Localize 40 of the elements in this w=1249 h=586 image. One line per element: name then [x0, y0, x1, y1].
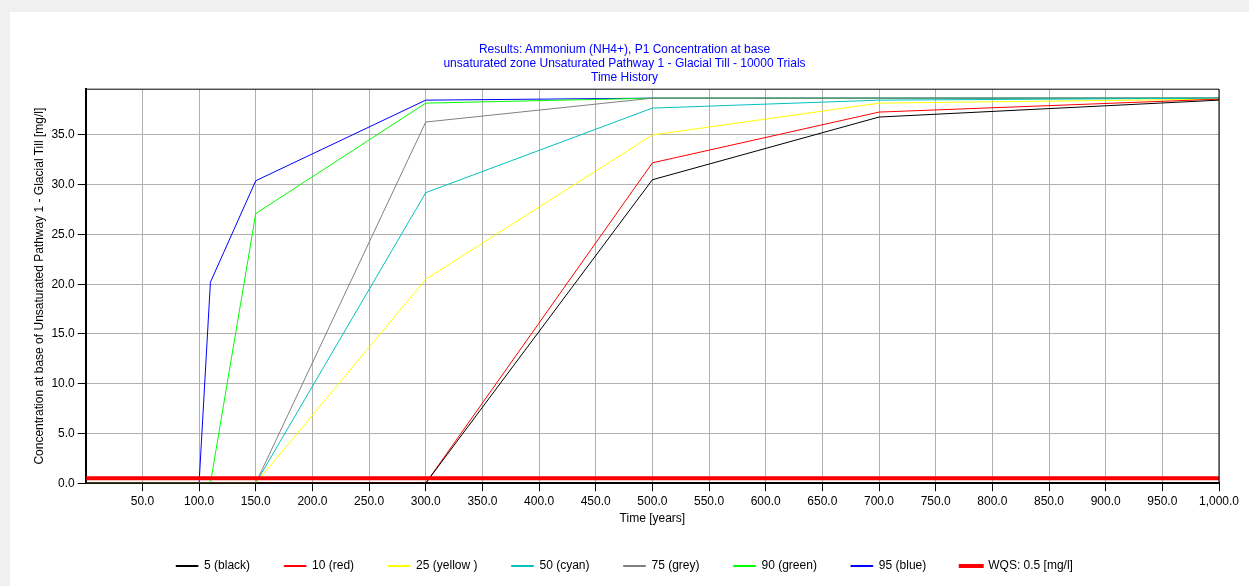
x-tick-label: 850.0	[1034, 493, 1065, 508]
x-tick-label: 150.0	[240, 493, 272, 508]
x-tick-label: 300.0	[410, 493, 442, 508]
y-axis-title: Concentration at base of Unsaturated Pathway 1 - Glacial Till [mg/l]	[31, 107, 46, 465]
x-tick-label: 650.0	[807, 493, 838, 508]
x-tick-label: 800.0	[977, 493, 1008, 508]
y-tick-label: 20.0	[51, 276, 76, 291]
y-tick-label: 10.0	[51, 376, 76, 391]
legend-label: 25 (yellow )	[416, 558, 478, 573]
y-tick-label: 25.0	[51, 226, 76, 241]
x-tick-label: 350.0	[467, 493, 498, 508]
x-tick-label: 750.0	[920, 493, 952, 508]
x-tick-label: 450.0	[580, 493, 612, 508]
legend-label: WQS: 0.5 [mg/l]	[988, 558, 1073, 573]
legend-label: 50 (cyan)	[539, 558, 590, 573]
y-tick-label: 30.0	[51, 177, 76, 192]
y-tick-label: 35.0	[51, 127, 76, 142]
x-tick-label: 950.0	[1147, 493, 1178, 508]
legend-label: 95 (blue)	[878, 558, 927, 573]
x-tick-label: 400.0	[524, 493, 555, 508]
x-tick-label: 1,000.0	[1198, 493, 1240, 508]
x-tick-label: 500.0	[637, 493, 668, 508]
chart-subtitle: unsaturated zone Unsaturated Pathway 1 - Glacial Till - 10000 Trials Time History	[443, 55, 806, 85]
x-tick-label: 700.0	[864, 493, 895, 508]
legend-label: 75 (grey)	[651, 558, 700, 573]
y-tick-label: 0.0	[58, 475, 76, 490]
y-tick-label: 5.0	[58, 425, 76, 440]
x-tick-label: 250.0	[354, 493, 385, 508]
legend-label: 10 (red)	[312, 558, 355, 573]
chart-title: Results: Ammonium (NH4+), P1 Concentration at base	[478, 41, 771, 56]
legend-label: 90 (green)	[761, 558, 817, 573]
x-tick-label: 50.0	[130, 493, 155, 508]
y-tick-label: 15.0	[51, 326, 76, 341]
x-tick-label: 900.0	[1090, 493, 1122, 508]
x-tick-label: 550.0	[694, 493, 725, 508]
legend-label: 5 (black)	[204, 558, 251, 573]
x-tick-label: 600.0	[750, 493, 782, 508]
x-axis-title: Time [years]	[619, 511, 686, 526]
x-tick-label: 200.0	[297, 493, 328, 508]
x-tick-label: 100.0	[184, 493, 215, 508]
